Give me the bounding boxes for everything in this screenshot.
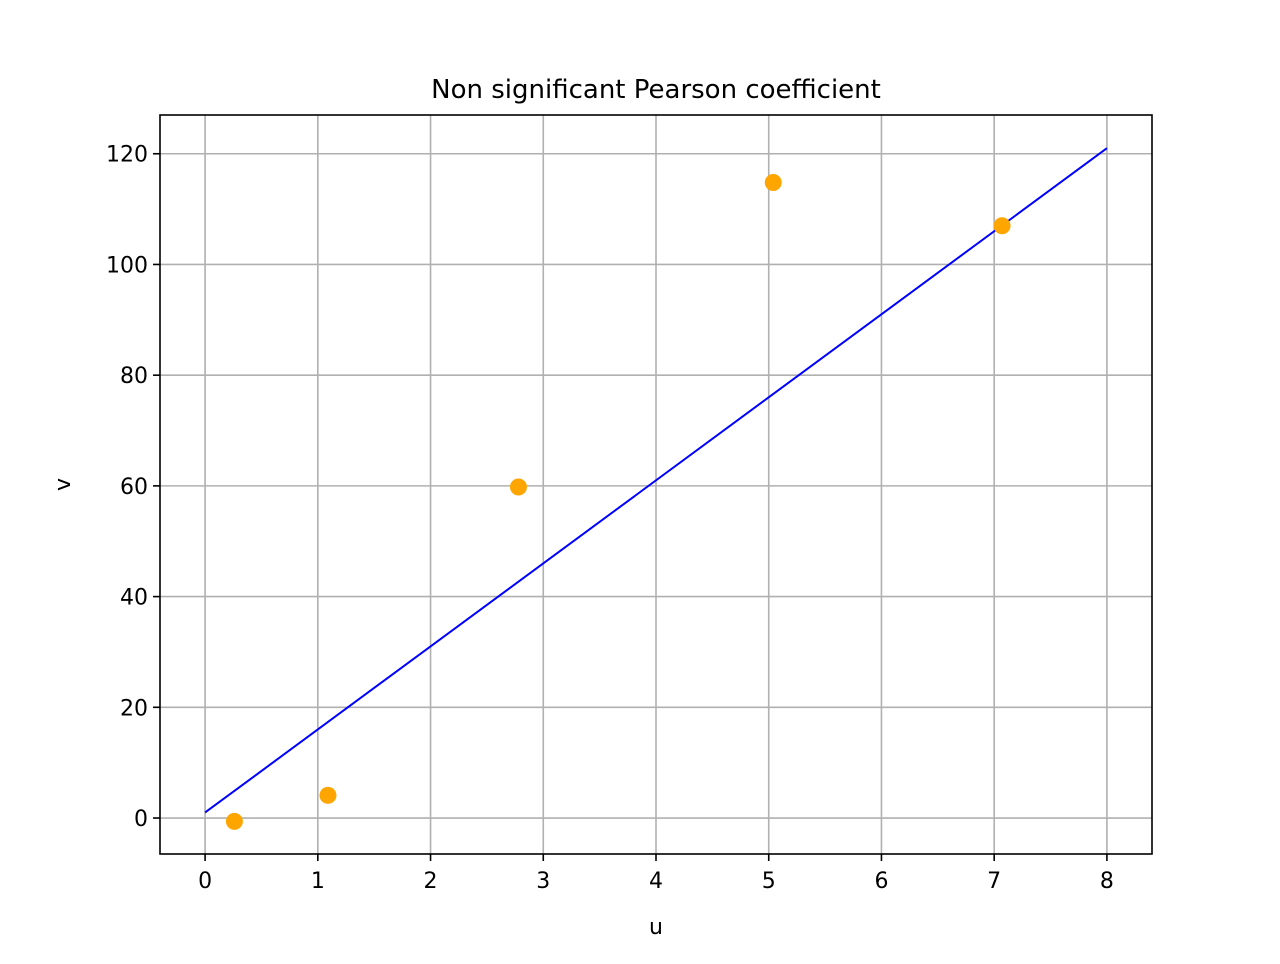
- grid: [160, 115, 1152, 854]
- y-tick-label: 40: [120, 586, 148, 611]
- x-tick-label: 8: [1100, 869, 1114, 894]
- y-tick-label: 0: [134, 807, 148, 832]
- x-tick-label: 6: [874, 869, 888, 894]
- y-tick-label: 80: [120, 364, 148, 389]
- scatter-point: [993, 217, 1011, 235]
- fit-line: [204, 147, 1108, 814]
- chart-title: Non significant Pearson coefficient: [431, 75, 881, 105]
- y-tick-label: 120: [106, 143, 148, 168]
- x-tick-label: 0: [198, 869, 212, 894]
- plot-data: [204, 147, 1108, 830]
- x-tick-label: 1: [311, 869, 325, 894]
- scatter-point: [764, 174, 782, 192]
- y-tick-label: 60: [120, 475, 148, 500]
- x-tick-label: 7: [987, 869, 1001, 894]
- x-tick-label: 5: [762, 869, 776, 894]
- scatter-point: [319, 786, 337, 804]
- y-tick-label: 20: [120, 696, 148, 721]
- scatter-point: [225, 812, 243, 830]
- y-axis-label: v: [51, 478, 76, 491]
- x-axis-label: u: [649, 915, 663, 940]
- x-tick-label: 4: [649, 869, 663, 894]
- y-tick-label: 100: [106, 253, 148, 278]
- scatter-point: [509, 478, 527, 496]
- x-tick-label: 3: [536, 869, 550, 894]
- x-tick-label: 2: [424, 869, 438, 894]
